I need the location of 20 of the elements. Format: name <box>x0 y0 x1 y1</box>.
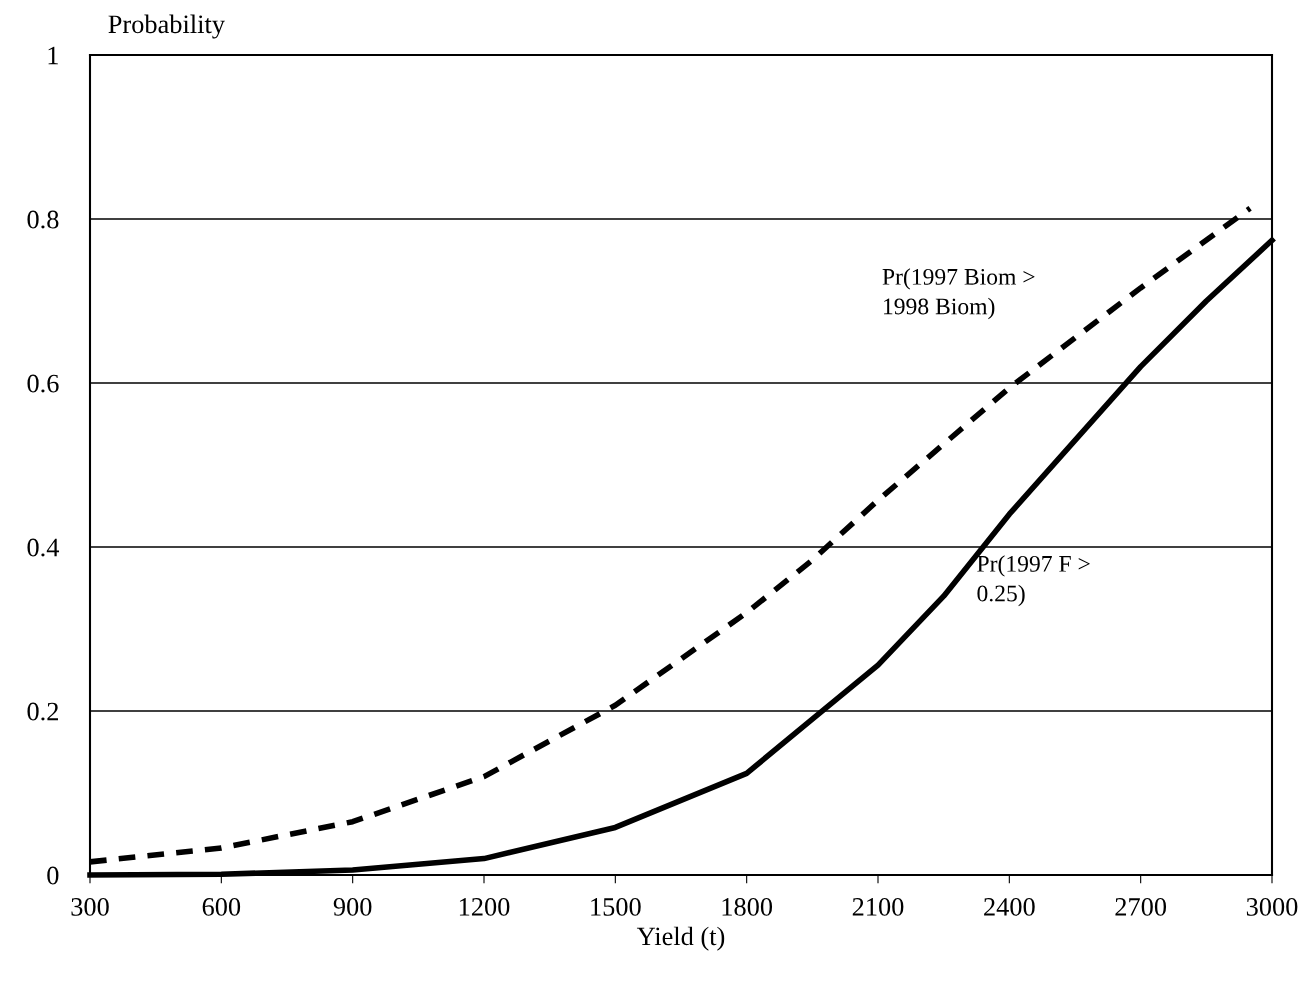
x-tick-label: 2400 <box>984 897 1035 916</box>
series-label: Pr(1997 Biom > 1998 Biom) <box>882 268 1035 320</box>
x-axis-title: Yield (t) <box>636 926 725 951</box>
x-tick-label: 300 <box>71 897 109 916</box>
y-tick-label: 0.8 <box>27 210 59 229</box>
series-label: Pr(1997 F > 0.25) <box>977 555 1090 607</box>
y-axis-title: Probability <box>108 14 225 39</box>
y-tick-label: 0.4 <box>27 538 60 557</box>
x-tick-label: 600 <box>202 897 241 916</box>
y-tick-label: 0 <box>47 866 59 885</box>
x-tick-label: 3000 <box>1246 897 1298 916</box>
y-tick-label: 0.6 <box>27 374 59 393</box>
y-tick-label: 0.2 <box>27 702 58 721</box>
x-tick-label: 2100 <box>852 897 904 916</box>
x-tick-label: 2700 <box>1115 897 1167 916</box>
x-tick-label: 900 <box>333 897 372 916</box>
y-tick-label: 1 <box>48 46 58 65</box>
x-tick-label: 1500 <box>591 897 641 916</box>
x-tick-label: 1800 <box>722 897 773 916</box>
x-tick-label: 1200 <box>459 897 510 916</box>
